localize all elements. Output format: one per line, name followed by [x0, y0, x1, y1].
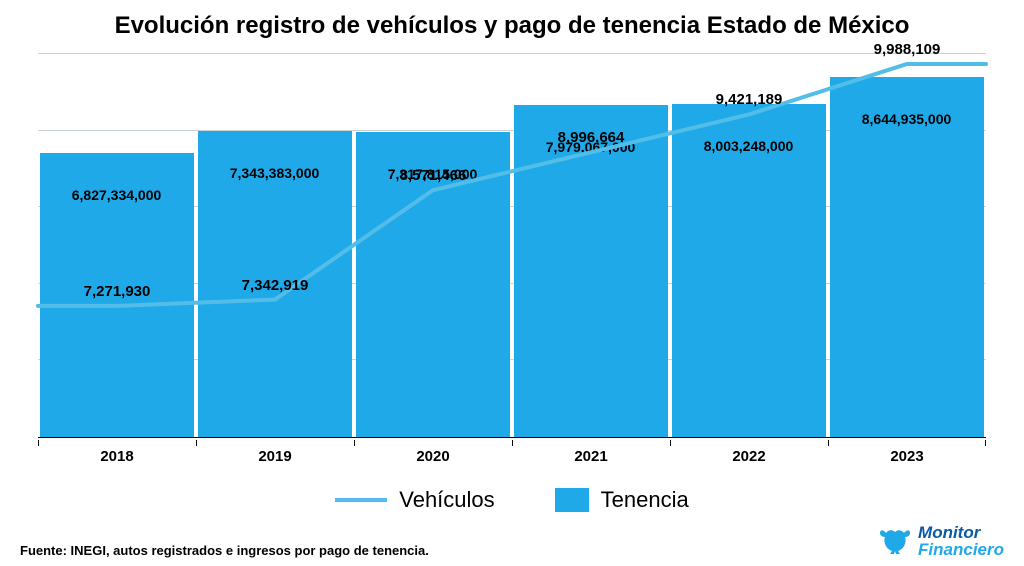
- legend-label-tenencia: Tenencia: [601, 487, 689, 513]
- x-tick-mark: [670, 440, 671, 446]
- x-tick-label: 2023: [828, 448, 986, 465]
- line-value-label: 7,342,919: [242, 277, 309, 294]
- x-tick-label: 2019: [196, 448, 354, 465]
- x-tick-label: 2021: [512, 448, 670, 465]
- x-tick-mark: [354, 440, 355, 446]
- logo-text-bottom: Financiero: [918, 541, 1004, 558]
- x-tick: 2018: [38, 440, 196, 474]
- legend-box-swatch: [555, 488, 589, 512]
- chart-area: 6,827,334,0007,343,383,0007,317,815,0007…: [20, 54, 1004, 474]
- x-tick-mark: [512, 440, 513, 446]
- x-tick: 2023: [828, 440, 986, 474]
- x-tick: 2019: [196, 440, 354, 474]
- x-tick: 2020: [354, 440, 512, 474]
- line-value-label: 9,421,189: [716, 91, 783, 108]
- x-tick-mark: [38, 440, 39, 446]
- line-value-label: 9,988,109: [874, 41, 941, 58]
- x-tick: 2022: [670, 440, 828, 474]
- line-value-label: 7,271,930: [84, 283, 151, 300]
- x-tick-label: 2020: [354, 448, 512, 465]
- x-axis: 201820192020202120222023: [38, 440, 986, 474]
- plot-region: 6,827,334,0007,343,383,0007,317,815,0007…: [38, 54, 986, 438]
- line-value-label: 8,996,664: [558, 129, 625, 146]
- line-path: [38, 64, 986, 306]
- x-tick: 2021: [512, 440, 670, 474]
- logo-text-top: Monitor: [918, 524, 1004, 541]
- x-tick-mark: [196, 440, 197, 446]
- bull-icon: [878, 527, 912, 555]
- legend: Vehículos Tenencia: [20, 478, 1004, 522]
- x-tick-label: 2022: [670, 448, 828, 465]
- legend-item-tenencia: Tenencia: [555, 487, 689, 513]
- legend-item-vehiculos: Vehículos: [335, 487, 494, 513]
- x-tick-mark: [985, 440, 986, 446]
- line-overlay: [38, 54, 986, 437]
- source-text: Fuente: INEGI, autos registrados e ingre…: [20, 543, 429, 558]
- line-value-label: 8,571,466: [400, 167, 467, 184]
- x-tick-mark: [828, 440, 829, 446]
- brand-logo: Monitor Financiero: [878, 524, 1004, 558]
- x-tick-label: 2018: [38, 448, 196, 465]
- legend-label-vehiculos: Vehículos: [399, 487, 494, 513]
- chart-title: Evolución registro de vehículos y pago d…: [20, 12, 1004, 40]
- legend-line-swatch: [335, 498, 387, 502]
